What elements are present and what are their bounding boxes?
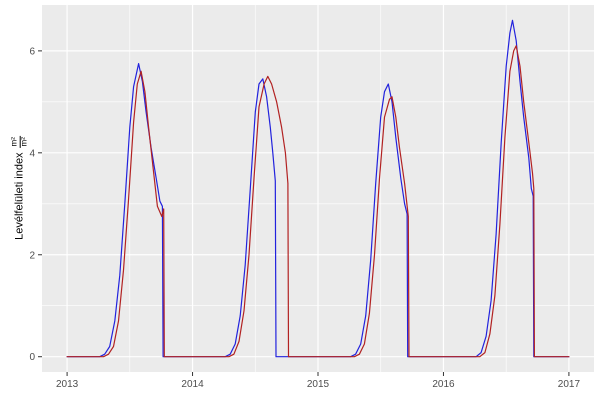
y-tick-label: 4 (29, 148, 35, 159)
x-tick-label: 2016 (432, 379, 455, 390)
series-line-red (66, 45, 570, 358)
y-axis-label-text: Levélfelületi index (14, 152, 26, 240)
y-axis-label: Levélfelületi index m² m² (9, 136, 30, 240)
y-tick-label: 6 (29, 46, 35, 57)
y-tick-label: 2 (29, 250, 35, 261)
x-tick-label: 2014 (181, 379, 204, 390)
y-tick-label: 0 (29, 352, 35, 363)
x-tick-label: 2017 (558, 379, 581, 390)
fraction-numerator: m² (9, 137, 19, 147)
x-tick-label: 2015 (307, 379, 330, 390)
y-axis-unit-fraction: m² m² (9, 136, 30, 148)
fraction-denominator: m² (19, 136, 30, 148)
x-tick-label: 2013 (56, 379, 79, 390)
